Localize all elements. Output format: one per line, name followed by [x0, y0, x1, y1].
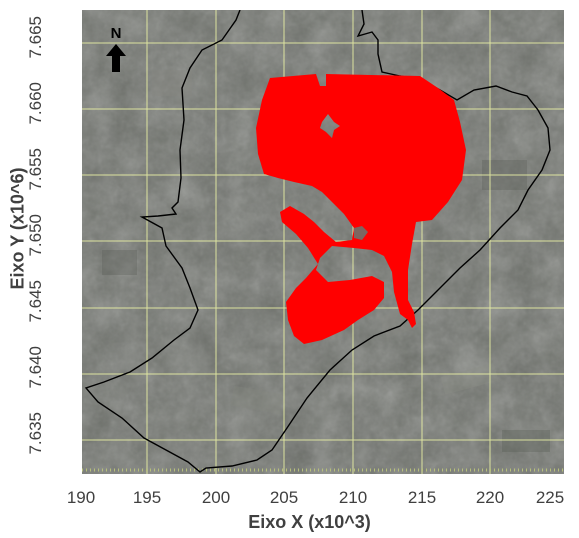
map-canvas	[82, 10, 564, 474]
x-tick-label: 200	[201, 488, 231, 507]
y-tick-label: 7.665	[26, 16, 45, 59]
north-arrow-icon	[106, 44, 126, 72]
x-tick-label: 195	[132, 488, 162, 507]
x-axis-title: Eixo X (x10^3)	[248, 512, 371, 532]
x-tick-label: 210	[338, 488, 368, 507]
y-axis-title: Eixo Y (x10^6)	[7, 167, 28, 290]
x-tick-label: 205	[269, 488, 299, 507]
highlighted-area-gap	[354, 226, 368, 240]
north-arrow: N	[104, 26, 128, 79]
y-tick-label: 7.655	[26, 148, 45, 191]
highlighted-area	[256, 74, 466, 344]
satellite-map	[82, 10, 564, 474]
y-tick-label: 7.660	[26, 82, 45, 125]
y-tick-label: 7.640	[26, 346, 45, 389]
x-tick-label: 190	[66, 488, 96, 507]
y-tick-label: 7.635	[26, 412, 45, 455]
x-tick-label: 220	[475, 488, 505, 507]
x-tick-label: 215	[407, 488, 437, 507]
x-tick-label: 225	[535, 488, 565, 507]
y-tick-label: 7.650	[26, 214, 45, 257]
north-label: N	[110, 25, 122, 42]
y-tick-label: 7.645	[26, 280, 45, 323]
boundary-line	[84, 10, 551, 473]
